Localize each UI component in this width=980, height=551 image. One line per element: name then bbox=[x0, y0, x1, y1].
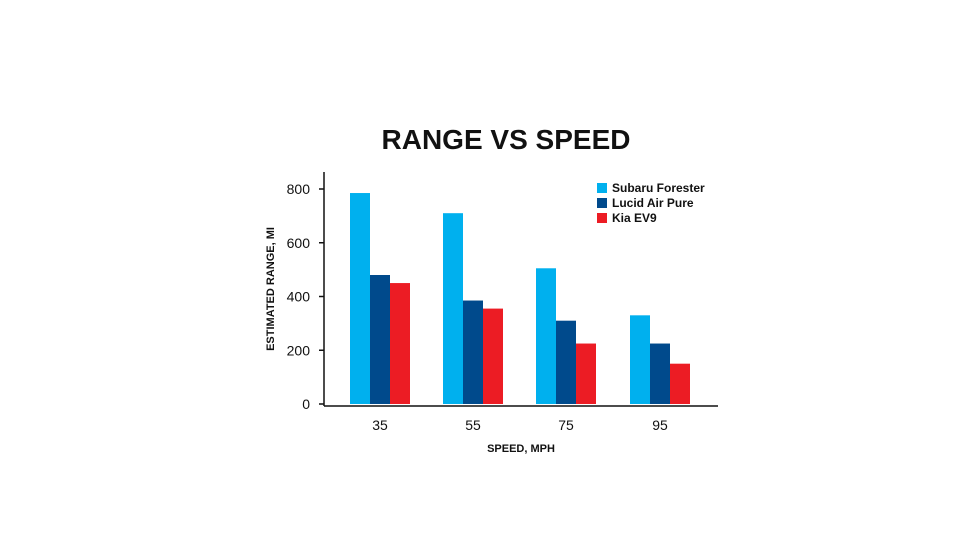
x-ticks: 35 55 75 95 bbox=[372, 417, 668, 433]
legend-swatch bbox=[597, 213, 607, 223]
x-axis: 35 55 75 95 SPEED, MPH bbox=[324, 405, 718, 455]
legend-label: Kia EV9 bbox=[612, 211, 657, 225]
bar bbox=[443, 213, 463, 404]
y-tick-label: 400 bbox=[287, 289, 311, 305]
legend-swatch bbox=[597, 198, 607, 208]
bar bbox=[670, 363, 690, 404]
y-tick-label: 600 bbox=[287, 235, 311, 251]
y-tick-label: 0 bbox=[302, 396, 310, 412]
bar bbox=[483, 308, 503, 404]
bar bbox=[536, 268, 556, 404]
bar bbox=[650, 343, 670, 404]
y-ticks: 0 200 400 600 800 bbox=[287, 181, 324, 412]
y-axis-label: ESTIMATED RANGE, MI bbox=[265, 227, 277, 351]
x-tick-label: 35 bbox=[372, 417, 388, 433]
x-tick-label: 55 bbox=[465, 417, 481, 433]
y-axis: 0 200 400 600 800 ESTIMATED RANGE, MI bbox=[265, 172, 325, 412]
bar bbox=[463, 300, 483, 404]
bar bbox=[556, 320, 576, 404]
chart-title: RANGE VS SPEED bbox=[382, 124, 631, 155]
bar bbox=[576, 343, 596, 404]
x-tick-label: 95 bbox=[652, 417, 668, 433]
y-tick-label: 800 bbox=[287, 181, 311, 197]
bar bbox=[390, 283, 410, 404]
bar bbox=[370, 275, 390, 404]
bars bbox=[350, 193, 690, 404]
x-axis-label: SPEED, MPH bbox=[487, 443, 555, 455]
y-tick-label: 200 bbox=[287, 342, 311, 358]
legend-label: Subaru Forester bbox=[612, 181, 705, 195]
legend-label: Lucid Air Pure bbox=[612, 196, 694, 210]
bar bbox=[630, 315, 650, 404]
bar bbox=[350, 193, 370, 404]
legend-swatch bbox=[597, 183, 607, 193]
x-tick-label: 75 bbox=[558, 417, 574, 433]
